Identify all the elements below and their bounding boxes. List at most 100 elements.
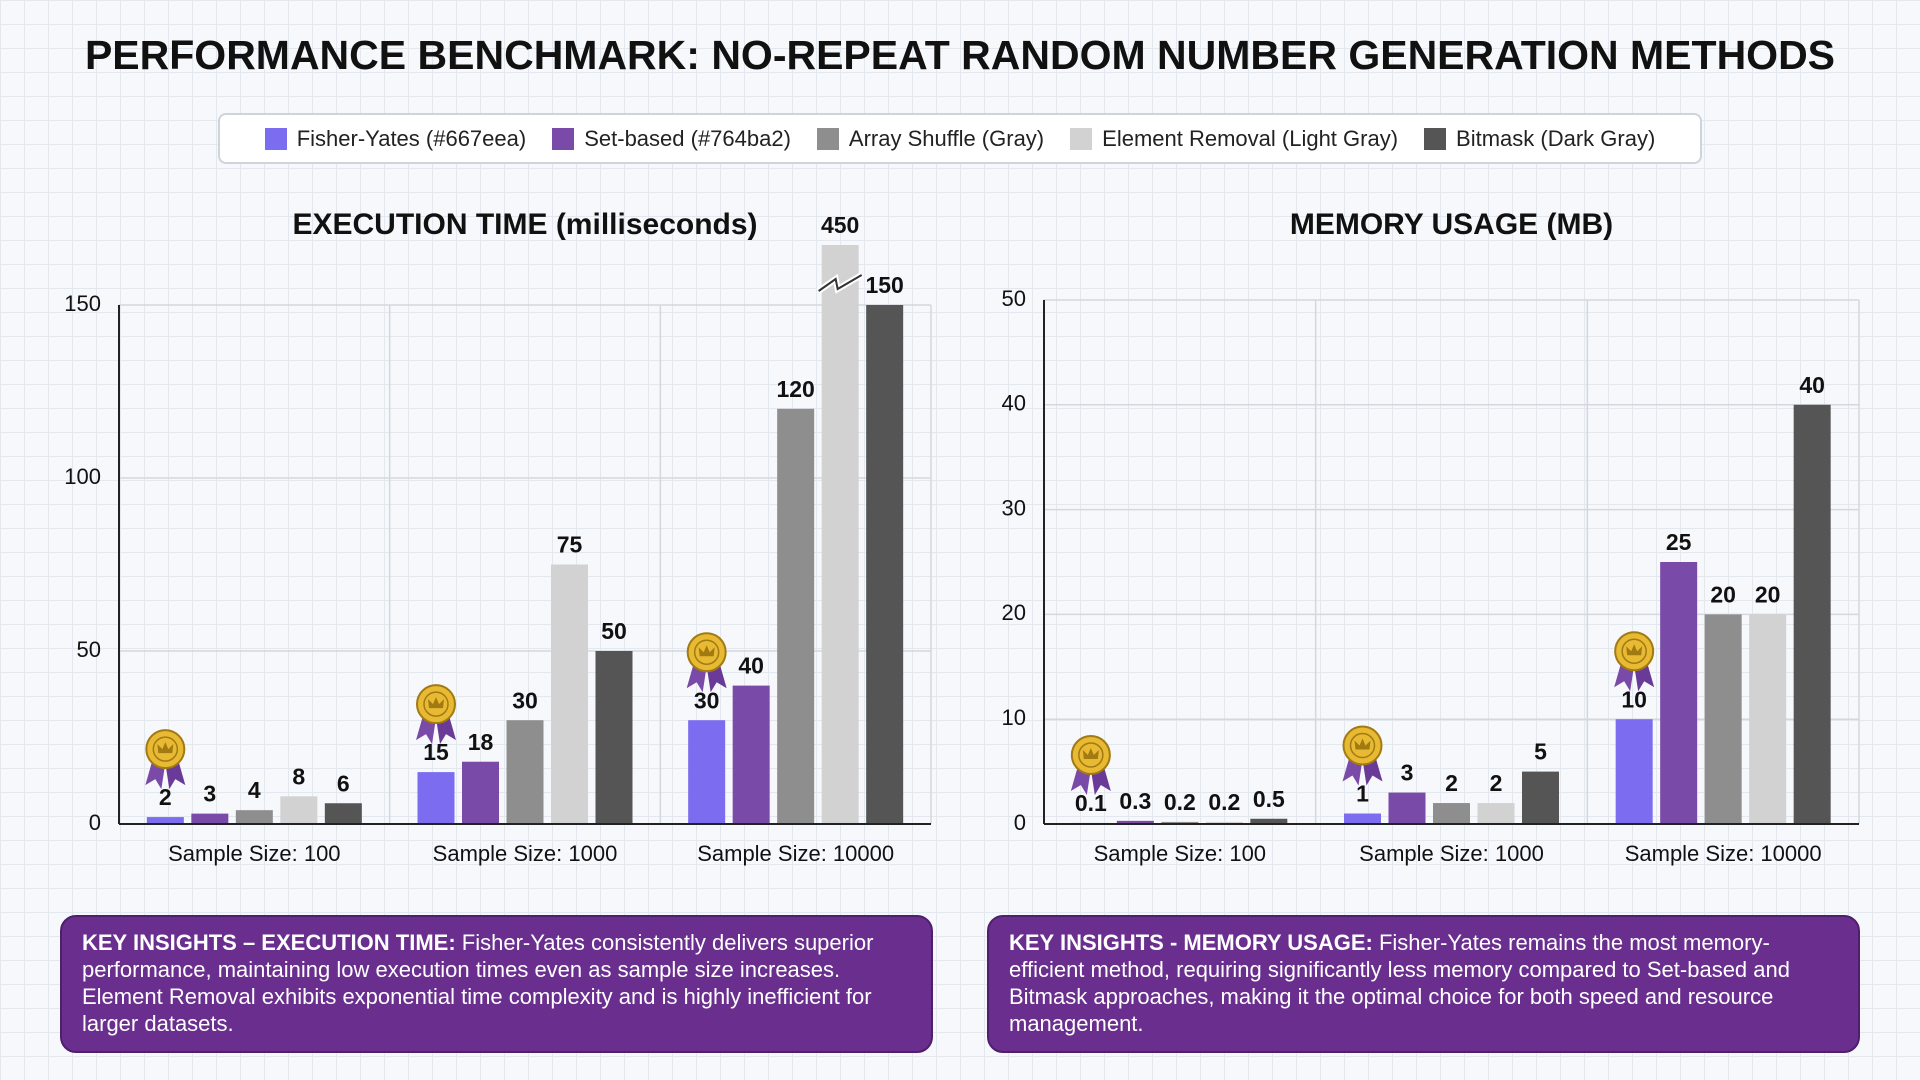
- data-label: 20: [1755, 581, 1781, 607]
- legend-label: Bitmask (Dark Gray): [1456, 125, 1656, 151]
- data-label: 0.1: [1075, 790, 1107, 816]
- bar: [1522, 771, 1559, 824]
- data-label: 18: [468, 729, 494, 755]
- bar: [1749, 614, 1787, 824]
- bar: [1205, 821, 1243, 824]
- bar: [1477, 803, 1515, 824]
- award-icon: [1614, 631, 1655, 692]
- x-tick-label: Sample Size: 100: [1094, 841, 1266, 866]
- bar: [417, 772, 455, 824]
- y-tick-label: 100: [64, 464, 101, 489]
- data-label: 40: [1799, 372, 1825, 398]
- bar: [1660, 562, 1698, 824]
- data-label: 0.2: [1208, 789, 1240, 815]
- bar: [1116, 820, 1154, 824]
- data-label: 450: [821, 212, 859, 238]
- bar: [1704, 614, 1742, 824]
- legend-label: Array Shuffle (Gray): [848, 125, 1045, 151]
- bar: [1250, 818, 1288, 824]
- data-label: 0.3: [1119, 788, 1151, 814]
- bar: [595, 651, 633, 824]
- crown: [1354, 738, 1371, 750]
- award-icon: [686, 632, 727, 693]
- data-label: 0.2: [1164, 789, 1196, 815]
- data-label: 20: [1710, 581, 1736, 607]
- data-label: 30: [512, 687, 538, 713]
- y-tick-label: 50: [77, 637, 101, 662]
- insight-box: KEY INSIGHTS - MEMORY USAGE: Fisher-Yate…: [987, 915, 1860, 1053]
- chart-title: MEMORY USAGE (MB): [1290, 208, 1613, 241]
- y-tick-label: 40: [1002, 391, 1026, 416]
- x-tick-label: Sample Size: 100: [168, 841, 340, 866]
- x-tick-label: Sample Size: 10000: [697, 841, 894, 866]
- data-label: 50: [601, 618, 627, 644]
- bar: [821, 245, 859, 824]
- y-tick-label: 150: [64, 291, 101, 316]
- bar: [462, 761, 499, 824]
- bar: [1388, 792, 1426, 824]
- data-label: 150: [865, 272, 903, 298]
- x-tick-label: Sample Size: 10000: [1625, 841, 1822, 866]
- data-label: 2: [1445, 770, 1458, 796]
- data-label: 10: [1621, 686, 1647, 712]
- data-label: 2: [1490, 770, 1503, 796]
- bar: [777, 408, 815, 824]
- award-icon: [1070, 734, 1111, 795]
- axis-break: [818, 274, 863, 292]
- data-label: 2: [159, 784, 172, 810]
- bar: [324, 803, 362, 824]
- data-label: 6: [337, 770, 350, 796]
- y-tick-label: 20: [1002, 600, 1026, 625]
- medal-inner: [693, 639, 720, 665]
- crown: [698, 645, 715, 657]
- bar: [191, 813, 229, 824]
- legend-item: Element Removal (Light Gray): [1070, 126, 1398, 152]
- legend: Fisher-Yates (#667eea) Set-based (#764ba2…: [218, 113, 1702, 164]
- data-label: 15: [423, 739, 449, 765]
- y-tick-label: 0: [89, 810, 101, 835]
- legend-item: Array Shuffle (Gray): [816, 125, 1045, 152]
- bar: [1433, 803, 1470, 824]
- award-icon: [145, 729, 186, 790]
- bar: [866, 305, 904, 824]
- legend-item: Bitmask (Dark Gray): [1424, 126, 1655, 152]
- data-label: 120: [776, 376, 814, 402]
- legend-swatch: [264, 127, 287, 150]
- legend-swatch: [1070, 127, 1093, 150]
- data-label: 40: [738, 653, 764, 679]
- chart-title: EXECUTION TIME (milliseconds): [292, 208, 757, 241]
- insight-heading: KEY INSIGHTS - MEMORY USAGE:: [1009, 930, 1373, 955]
- bar: [146, 817, 184, 824]
- insight-heading: KEY INSIGHTS – EXECUTION TIME:: [82, 930, 456, 955]
- medal-inner: [152, 736, 179, 762]
- data-label: 1: [1356, 781, 1369, 807]
- crown: [428, 697, 444, 709]
- data-label: 8: [292, 763, 305, 789]
- data-label: 30: [694, 687, 720, 713]
- medal-inner: [1621, 638, 1647, 664]
- medal-inner: [1078, 742, 1104, 768]
- bar: [551, 564, 588, 824]
- medal-inner: [1349, 732, 1376, 759]
- insight-text: Fisher-Yates remains the most memory-eff…: [1009, 930, 1790, 1036]
- data-label: 5: [1534, 739, 1547, 765]
- data-label: 3: [1401, 760, 1414, 786]
- award-icon: [416, 684, 456, 745]
- data-label: 25: [1666, 529, 1692, 555]
- x-tick-label: Sample Size: 1000: [1359, 841, 1544, 866]
- bar: [506, 720, 544, 824]
- legend-item: Set-based (#764ba2): [552, 126, 791, 152]
- y-tick-label: 10: [1002, 705, 1026, 730]
- bar: [1344, 813, 1381, 824]
- data-label: 75: [557, 532, 583, 558]
- insight-box: KEY INSIGHTS – EXECUTION TIME: Fisher-Ya…: [60, 915, 933, 1053]
- bar: [732, 685, 770, 824]
- bar: [1161, 821, 1199, 824]
- x-tick-label: Sample Size: 1000: [433, 841, 618, 866]
- bar: [1793, 404, 1831, 824]
- data-label: 4: [248, 777, 261, 803]
- y-tick-label: 50: [1002, 286, 1026, 311]
- y-tick-label: 30: [1002, 495, 1026, 520]
- y-tick-label: 0: [1014, 810, 1026, 835]
- medal-inner: [423, 691, 449, 717]
